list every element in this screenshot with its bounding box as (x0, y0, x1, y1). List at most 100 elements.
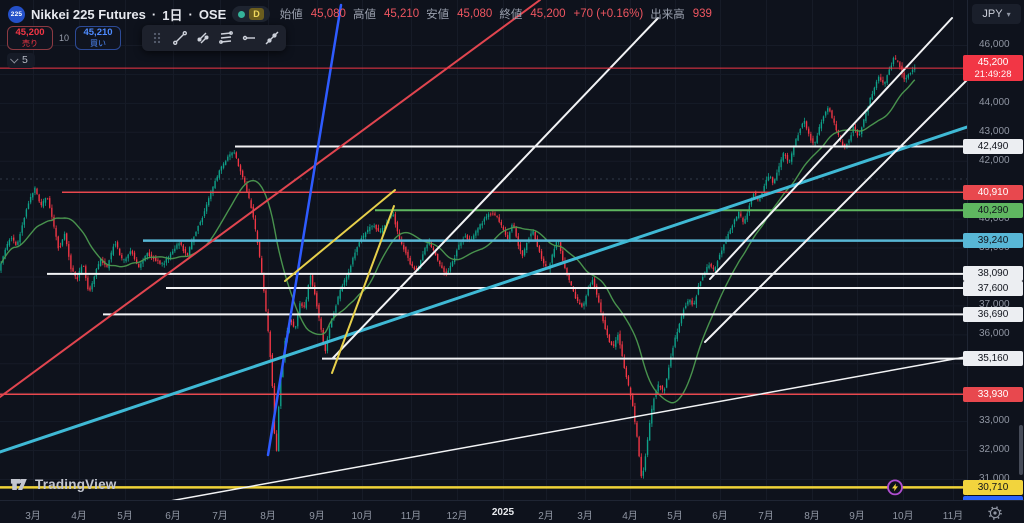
candle-body (63, 233, 66, 240)
alert-marker[interactable] (887, 479, 903, 496)
candle-body (252, 206, 254, 218)
symbol-title[interactable]: Nikkei 225 Futures (31, 6, 146, 22)
candle-body (116, 242, 119, 248)
candle-body (670, 356, 672, 367)
ohlc-row: 始値 45,080 高値 45,210 安値 45,080 終値 45,200 +70 (+0.… (280, 6, 712, 22)
candle-body (521, 250, 524, 256)
candle-body (835, 124, 837, 131)
candle-body (87, 277, 89, 290)
candle-body (674, 337, 676, 347)
price-line-badge[interactable]: 40,910 (963, 184, 1023, 200)
candle-body (125, 258, 127, 262)
cross-line-icon[interactable] (192, 27, 213, 49)
candle-body (791, 153, 793, 162)
axis-settings-gear-icon[interactable] (988, 506, 1002, 520)
candle-body (767, 176, 770, 181)
horizontal-ray-icon[interactable] (238, 27, 259, 49)
price-line-badge[interactable]: 45,200 21:49:28 (963, 55, 1023, 82)
candle-body (536, 238, 538, 247)
candle-body (15, 241, 17, 246)
sell-price: 45,200 (15, 26, 45, 38)
daily-interval-badge[interactable]: D (249, 8, 264, 20)
candle-body (19, 234, 21, 243)
candle-body (504, 230, 507, 235)
exchange-label[interactable]: OSE (198, 6, 227, 22)
candle-body (367, 229, 369, 233)
candle-body (146, 253, 148, 257)
price-line-badge[interactable]: 33,930 (963, 386, 1023, 402)
tradingview-logo[interactable]: TradingView (10, 477, 116, 492)
candle-body (436, 254, 439, 261)
candle-body (899, 62, 901, 68)
candle-body (106, 265, 108, 267)
candle-body (744, 218, 746, 224)
candle-body (46, 198, 49, 200)
candle-body (886, 75, 888, 83)
candle-body (812, 138, 814, 144)
candle-body (195, 231, 197, 236)
candle-body (0, 263, 2, 271)
candle-body (623, 357, 625, 368)
candle-body (439, 261, 441, 265)
candle-body (294, 326, 297, 328)
time-tick-label: 8月 (804, 511, 820, 522)
indicators-collapse-chip[interactable]: 5 (7, 53, 35, 68)
candle-body (600, 302, 602, 313)
candle-body (653, 398, 655, 411)
price-axis[interactable]: JPY ▾ 46,00044,00043,00042,00040,00039,0… (963, 0, 1024, 512)
candle-body (25, 209, 28, 217)
scrollbar-thumb[interactable] (1019, 425, 1023, 475)
candle-body (210, 191, 212, 199)
ohlc-value: 45,210 (383, 8, 420, 20)
candle-body (801, 123, 803, 128)
price-line-badge[interactable]: 38,090 (963, 266, 1023, 282)
candle-body (85, 266, 87, 279)
candle-body (205, 204, 208, 212)
buy-button[interactable]: 45,210 買い (75, 26, 122, 50)
ohlc-label: 安値 (426, 9, 450, 21)
sell-button[interactable]: 45,200 売り (7, 26, 53, 50)
chart-canvas[interactable] (0, 0, 967, 500)
time-axis[interactable]: 3月 4月 5月 6月 7月 8月 9月 10月 11月 12月 2025 2月 3月 4月 5月 6月 7月 8… (0, 500, 1024, 523)
candle-body (407, 251, 409, 258)
candle-body (256, 231, 259, 244)
extended-line-icon[interactable] (261, 27, 282, 49)
price-tick-label: 32,000 (979, 444, 1010, 456)
time-tick-label: 6月 (712, 511, 728, 522)
candle-body (292, 321, 295, 327)
candle-body (595, 285, 598, 295)
time-tick-label: 3月 (25, 511, 41, 522)
currency-selector[interactable]: JPY ▾ (972, 4, 1021, 24)
price-line-badge[interactable]: 42,490 (963, 139, 1023, 155)
candle-body (668, 367, 670, 379)
price-line-badge[interactable]: 35,160 (963, 351, 1023, 367)
candle-body (824, 111, 827, 116)
candle-body (248, 191, 250, 199)
drag-handle-icon[interactable] (146, 27, 167, 49)
time-tick-label: 7月 (212, 511, 228, 522)
trend-line-icon[interactable] (169, 27, 190, 49)
candle-body (311, 275, 314, 286)
price-line-badge[interactable]: 36,690 (963, 306, 1023, 322)
candle-body (269, 331, 271, 358)
candle-body (186, 253, 189, 256)
candle-body (742, 218, 744, 222)
price-line-badge[interactable]: 30,710 (963, 479, 1023, 495)
candle-body (309, 275, 312, 285)
price-line-badge[interactable]: 37,600 (963, 280, 1023, 296)
parallel-channel-icon[interactable] (215, 27, 236, 49)
candle-body (250, 200, 252, 209)
candle-body (884, 81, 886, 84)
price-line-badge[interactable]: 40,290 (963, 202, 1023, 218)
candle-body (748, 205, 750, 213)
candle-body (356, 247, 358, 252)
candle-body (29, 196, 32, 203)
candle-body (208, 198, 210, 206)
candle-body (820, 122, 823, 129)
interval-label[interactable]: 1日 (162, 7, 183, 23)
price-line-badge[interactable]: 39,240 (963, 233, 1023, 249)
chevron-down-icon (10, 55, 19, 64)
candle-body (485, 216, 488, 219)
candle-body (880, 77, 882, 81)
candle-body (65, 233, 68, 245)
